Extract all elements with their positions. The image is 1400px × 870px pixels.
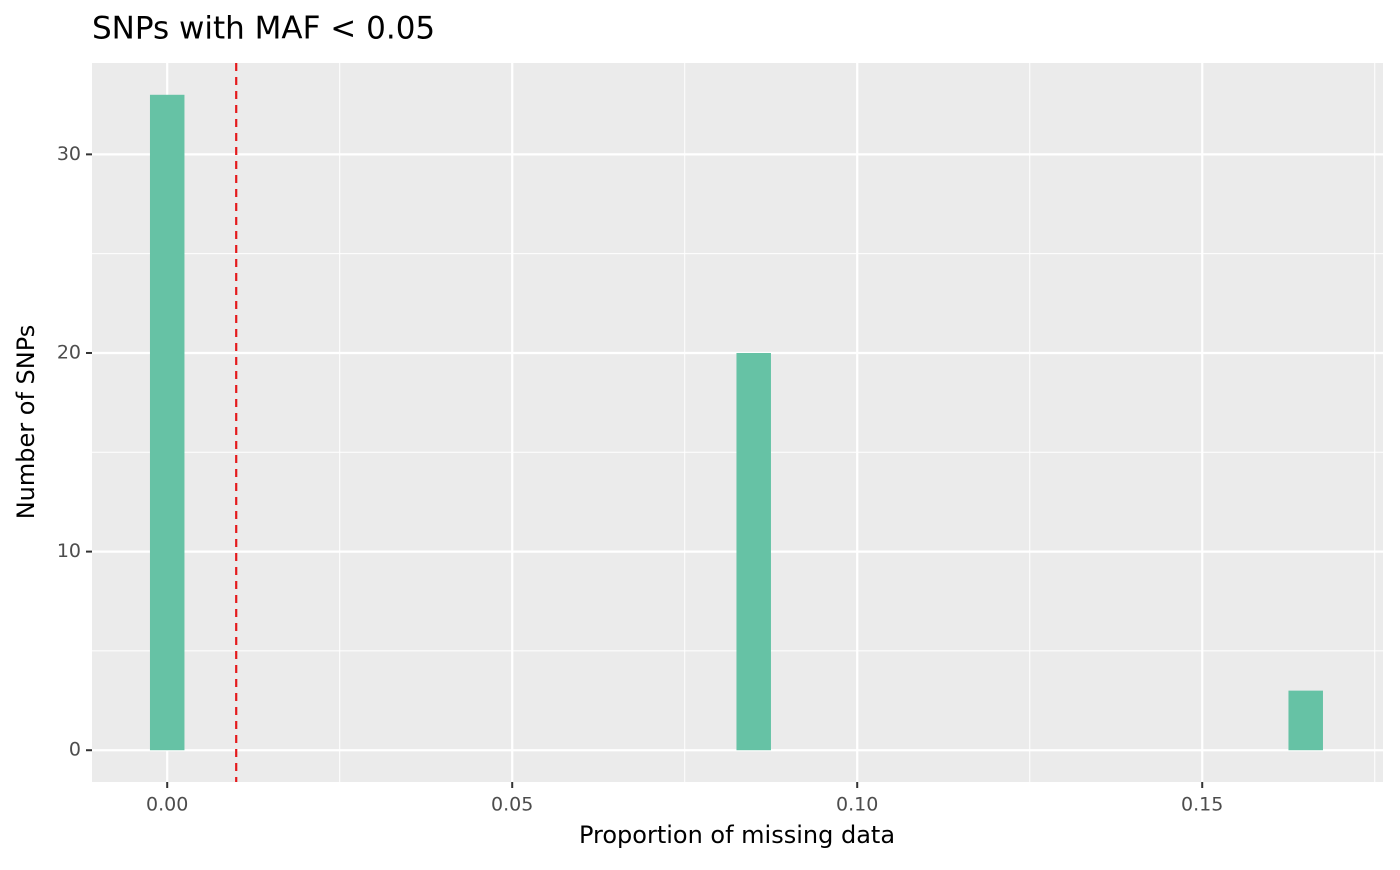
x-tick-label: 0.00 bbox=[146, 794, 188, 816]
y-tick-label: 20 bbox=[57, 341, 81, 363]
y-tick-label: 30 bbox=[57, 143, 81, 165]
y-tick-label: 0 bbox=[69, 739, 81, 761]
chart-title: SNPs with MAF < 0.05 bbox=[92, 11, 435, 47]
x-tick-label: 0.15 bbox=[1181, 794, 1223, 816]
bar bbox=[149, 94, 185, 751]
x-tick-label: 0.10 bbox=[836, 794, 878, 816]
x-tick-label: 0.05 bbox=[491, 794, 533, 816]
y-tick-label: 10 bbox=[57, 540, 81, 562]
y-axis-title: Number of SNPs bbox=[12, 325, 40, 520]
marks bbox=[149, 63, 1323, 782]
bar bbox=[736, 352, 771, 751]
bar bbox=[1288, 690, 1323, 751]
x-axis-title: Proportion of missing data bbox=[579, 821, 895, 849]
